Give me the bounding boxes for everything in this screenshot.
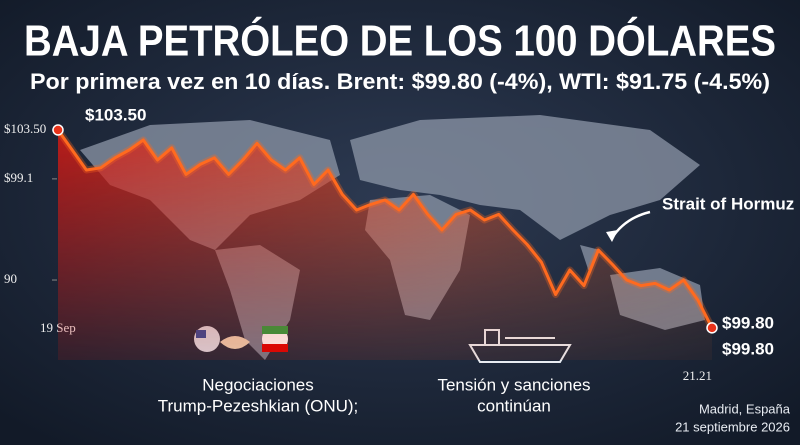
y-tick-label: 90 [4,271,17,286]
caption-line: Negociaciones [202,375,314,394]
subtitle: Por primera vez en 10 días. Brent: $99.8… [30,69,770,94]
annotation: Strait of Hormuz [662,194,794,213]
title: BAJA PETRÓLEO DE LOS 100 DÓLARES [24,16,776,66]
point [706,322,718,334]
arrow-head [606,230,618,242]
line [56,129,714,329]
x-tick-label: 21.21 [683,368,712,383]
annotation: $99.80 [722,339,774,358]
footer-line: 21 septiembre 2026 [675,419,790,434]
caption-line: continúan [477,396,551,415]
caption-line: Tensión y sanciones [437,375,590,394]
annotation: $103.50 [85,105,146,124]
y-tick-label: $103.50 [4,121,46,136]
annotation: $99.80 [722,313,774,332]
caption-line: Trump-Pezeshkian (ONU); [158,396,359,415]
footer-line: Madrid, España [699,401,791,416]
y-tick-label: $99.1 [4,170,33,185]
point [52,124,64,136]
area [58,130,712,360]
